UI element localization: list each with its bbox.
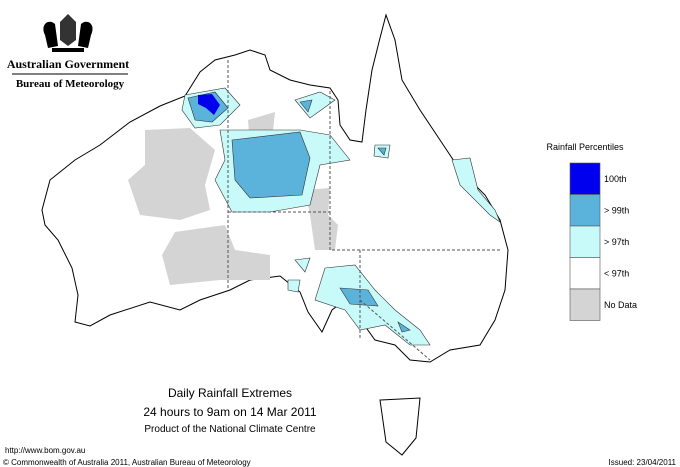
footer-url: http://www.bom.gov.au xyxy=(5,446,85,455)
legend-label: > 99th xyxy=(604,205,629,215)
legend-label: < 97th xyxy=(604,268,629,278)
legend-swatch xyxy=(569,162,601,195)
caption-product: Product of the National Climate Centre xyxy=(144,424,316,435)
legend-swatch xyxy=(569,225,601,258)
legend-label: > 97th xyxy=(604,237,629,247)
agency: Australian Government xyxy=(7,57,129,71)
legend-label: No Data xyxy=(604,300,637,310)
state-borders xyxy=(227,60,500,361)
legend-label: 100th xyxy=(604,174,627,184)
record-area xyxy=(198,94,220,115)
australia-map xyxy=(41,13,509,456)
legend: 100th > 99th > 97th < 97th No Data xyxy=(569,162,637,321)
footer-issued: Issued: 23/04/2011 xyxy=(609,458,677,467)
bureau: Bureau of Meteorology xyxy=(16,78,125,90)
footer-copyright: © Commonwealth of Australia 2011, Austra… xyxy=(3,458,251,467)
legend-title: Rainfall Percentiles xyxy=(546,142,624,152)
legend-swatch xyxy=(569,288,601,321)
legend-swatch xyxy=(569,194,601,227)
legend-swatch xyxy=(569,257,601,290)
caption-period: 24 hours to 9am on 14 Mar 2011 xyxy=(143,405,317,419)
emblem xyxy=(43,14,93,52)
tasmania xyxy=(379,397,421,456)
caption-title: Daily Rainfall Extremes xyxy=(168,386,292,400)
